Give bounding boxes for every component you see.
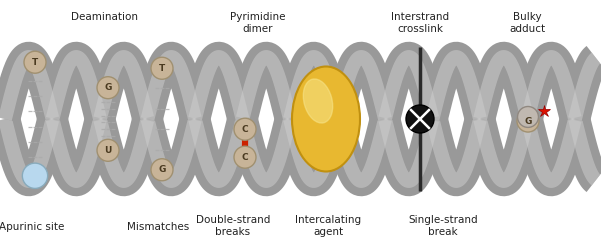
Text: T: T: [159, 64, 165, 73]
Circle shape: [151, 159, 173, 181]
Circle shape: [406, 105, 434, 133]
Text: U: U: [105, 146, 112, 155]
Text: G: G: [524, 117, 532, 126]
Ellipse shape: [304, 79, 333, 123]
Text: Double-strand
breaks: Double-strand breaks: [196, 215, 270, 237]
Text: Deamination: Deamination: [72, 12, 138, 22]
Text: G: G: [158, 165, 166, 174]
Circle shape: [234, 118, 256, 140]
Text: Single-strand
break: Single-strand break: [408, 215, 478, 237]
Text: Pyrimidine
dimer: Pyrimidine dimer: [230, 12, 285, 34]
Text: Mismatches: Mismatches: [127, 222, 189, 232]
Ellipse shape: [292, 66, 360, 172]
Text: Apurinic site: Apurinic site: [0, 222, 65, 232]
Circle shape: [22, 163, 47, 188]
Text: T: T: [32, 58, 38, 67]
Text: C: C: [242, 153, 248, 162]
Circle shape: [97, 77, 119, 99]
Text: G: G: [105, 83, 112, 92]
Text: C: C: [242, 125, 248, 134]
Circle shape: [517, 110, 539, 132]
Circle shape: [517, 106, 538, 127]
Circle shape: [24, 51, 46, 73]
Circle shape: [234, 146, 256, 168]
Circle shape: [151, 57, 173, 79]
Text: Intercalating
agent: Intercalating agent: [295, 215, 361, 237]
Text: Interstrand
crosslink: Interstrand crosslink: [391, 12, 449, 34]
Text: Bulky
adduct: Bulky adduct: [509, 12, 545, 34]
Circle shape: [97, 139, 119, 161]
